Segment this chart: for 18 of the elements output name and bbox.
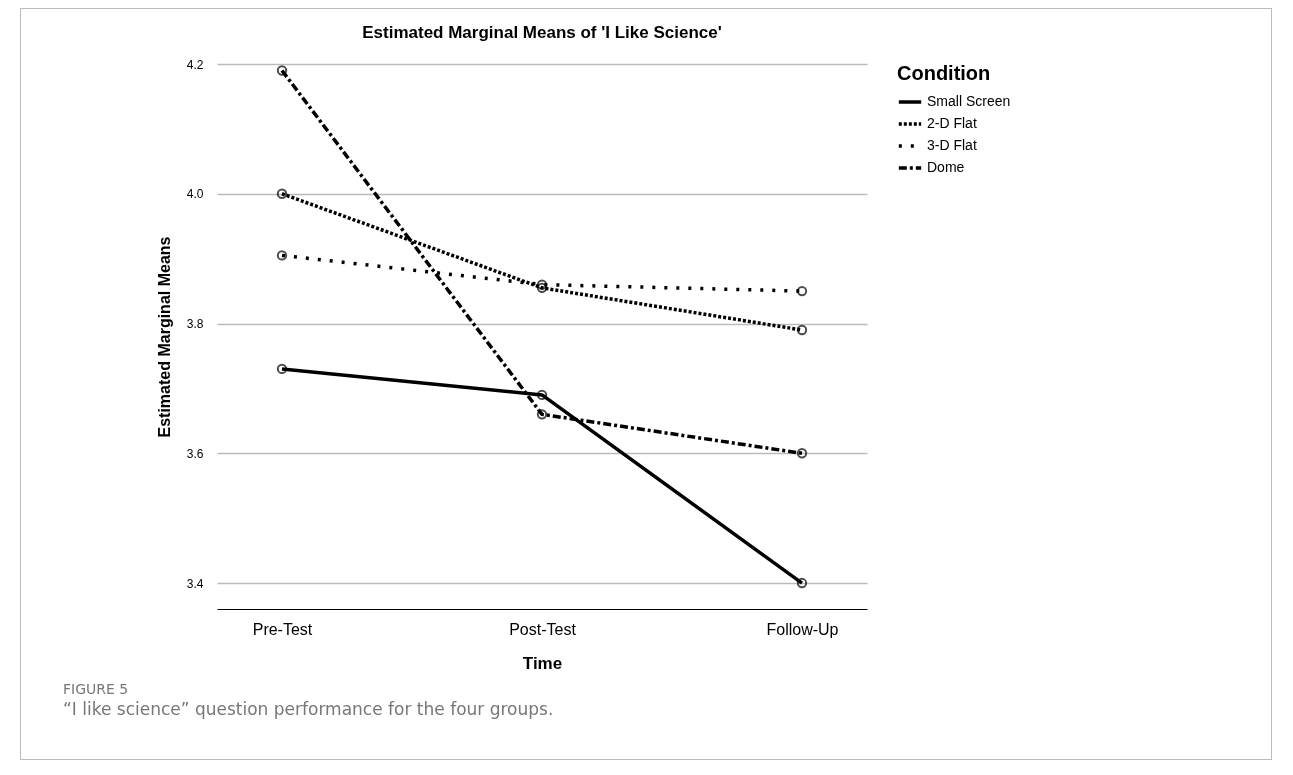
y-axis-title: Estimated Marginal Means [155,236,173,438]
y-tick-label: 4.2 [186,57,204,72]
x-axis-title: Time [522,653,563,673]
legend-label: Small Screen [927,93,1011,109]
legend-label: 3-D Flat [927,137,977,153]
y-tick-label: 4.0 [186,187,204,202]
legend-label: 2-D Flat [927,115,977,131]
legend-label: Dome [927,159,965,175]
chart-title: Estimated Marginal Means of 'I Like Science' [362,23,722,42]
y-tick-label: 3.8 [186,317,204,332]
x-tick-label: Follow-Up [766,620,839,638]
y-tick-label: 3.4 [186,576,204,591]
legend-title: Condition [897,62,991,84]
x-tick-label: Pre-Test [252,620,313,638]
x-tick-label: Post-Test [509,620,577,638]
caption: FIGURE 5 [63,681,130,697]
y-tick-label: 3.6 [186,446,204,461]
text: “I like science” question performance for the four groups. [63,699,554,719]
